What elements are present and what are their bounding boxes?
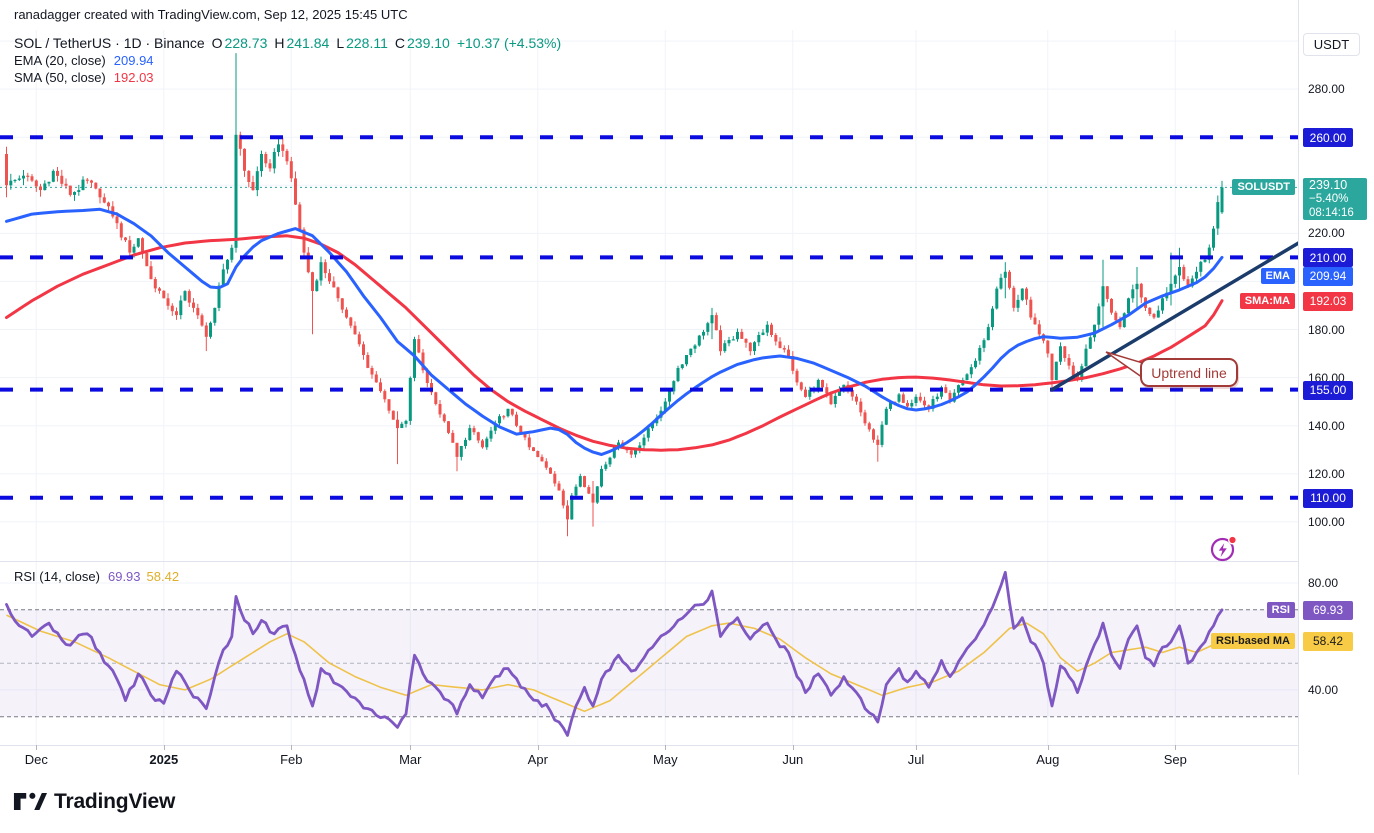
- price-scale-axis[interactable]: 280.00220.00200.00180.00160.00140.00120.…: [1298, 0, 1374, 775]
- ohlc-value: 228.11: [346, 35, 388, 51]
- ohlc-value: 239.10: [407, 35, 450, 51]
- sma-value: 192.03: [113, 70, 154, 85]
- attribution-text: ranadagger created with TradingView.com,…: [14, 7, 408, 22]
- ohlc-key: O: [211, 35, 223, 51]
- time-axis-tick: [916, 745, 917, 750]
- uptrend-trendline[interactable]: [1050, 241, 1298, 392]
- ema-label: EMA (20, close): [14, 53, 106, 68]
- time-tick-label: Feb: [280, 752, 303, 767]
- level-price-badge: 260.00: [1303, 128, 1353, 148]
- price-tick-label: 280.00: [1308, 82, 1345, 97]
- last-price-badge: 239.10 −5.40% 08:14:16: [1303, 178, 1367, 221]
- time-axis-tick: [1175, 745, 1177, 750]
- lightning-ideas-icon[interactable]: [1208, 533, 1239, 564]
- ema-series-tag: EMA: [1260, 267, 1295, 284]
- tradingview-logo-icon: [13, 788, 47, 815]
- rsi-pane[interactable]: [0, 562, 1298, 745]
- time-tick-label: Aug: [1036, 752, 1060, 767]
- time-axis-tick: [36, 745, 38, 750]
- symbol-legend-row[interactable]: SOL / TetherUS · 1D · Binance O 228.73 H 241…: [14, 35, 561, 51]
- pane-separator[interactable]: [0, 561, 1374, 562]
- time-tick-label: Mar: [399, 752, 422, 767]
- ohlc-key: L: [336, 35, 345, 51]
- time-tick-label: May: [653, 752, 678, 767]
- rsi-line[interactable]: [5, 570, 1224, 737]
- ema-value: 209.94: [113, 53, 154, 68]
- ohlc-values: O 228.73 H 241.84 L 228.11 C 239.10: [205, 35, 450, 51]
- level-price-badge: 210.00: [1303, 248, 1353, 268]
- callout-label: Uptrend line: [1151, 364, 1227, 381]
- sma-value-badge: 192.03: [1303, 291, 1353, 311]
- ema-line[interactable]: [5, 207, 1224, 456]
- time-axis-tick: [291, 745, 293, 750]
- rsi-ma-line[interactable]: [6, 614, 1223, 713]
- ohlc-value: 228.73: [224, 35, 268, 51]
- rsi-ma-value-badge: 58.42: [1303, 631, 1353, 651]
- time-axis-tick: [410, 745, 412, 750]
- ohlc-value: 241.84: [286, 35, 330, 51]
- rsi-ma-series-tag: RSI-based MA: [1211, 632, 1295, 649]
- currency-unit-button[interactable]: USDT: [1303, 33, 1360, 56]
- candlestick-series: [5, 53, 1224, 537]
- level-price-badge: 155.00: [1303, 380, 1353, 400]
- sma-label: SMA (50, close): [14, 70, 106, 85]
- price-tick-label: 100.00: [1308, 514, 1345, 529]
- rsi-legend-row[interactable]: RSI (14, close) 69.93 58.42: [14, 569, 179, 584]
- time-tick-label: 2025: [149, 752, 179, 767]
- time-tick-label: Jun: [782, 752, 804, 767]
- time-axis-tick: [163, 745, 165, 750]
- time-scale-axis[interactable]: Dec 2025 Feb Mar Apr May Jun Jul Aug Sep: [0, 745, 1374, 775]
- price-tick-label: 120.00: [1308, 466, 1345, 481]
- ohlc-key: H: [274, 35, 285, 51]
- sma-series-tag: SMA:MA: [1239, 292, 1295, 309]
- time-axis-tick: [537, 745, 539, 750]
- rsi-label: RSI (14, close): [14, 569, 100, 584]
- ema-value-badge: 209.94: [1303, 266, 1353, 286]
- time-axis-tick: [665, 745, 667, 750]
- time-tick-label: Dec: [24, 752, 48, 767]
- tradingview-logo[interactable]: TradingView: [13, 788, 175, 815]
- time-tick-label: Apr: [527, 752, 548, 767]
- level-price-badge: 110.00: [1303, 488, 1353, 508]
- rsi-value-badge: 69.93: [1303, 600, 1353, 620]
- ohlc-key: C: [394, 35, 406, 51]
- symbol-series-tag: SOLUSDT: [1232, 179, 1295, 196]
- rsi-series-tag: RSI: [1266, 601, 1295, 618]
- price-tick-label: 220.00: [1308, 226, 1345, 241]
- rsi-value: 69.93: [107, 569, 141, 584]
- change-value: +10.37 (+4.53%): [456, 35, 562, 51]
- time-tick-label: Sep: [1163, 752, 1187, 767]
- sma-legend-row[interactable]: SMA (50, close) 192.03: [14, 70, 154, 85]
- tradingview-brand-text: TradingView: [54, 789, 176, 813]
- price-tick-label: 140.00: [1308, 418, 1345, 433]
- time-tick-label: Jul: [907, 752, 925, 767]
- time-axis-tick: [1047, 745, 1049, 750]
- uptrend-line-callout[interactable]: Uptrend line: [1140, 358, 1238, 387]
- ema-legend-row[interactable]: EMA (20, close) 209.94: [14, 53, 154, 68]
- rsi-tick-label: 40.00: [1308, 682, 1339, 697]
- price-tick-label: 180.00: [1308, 322, 1345, 337]
- rsi-tick-label: 80.00: [1308, 575, 1339, 590]
- time-axis-separator: [0, 745, 1374, 746]
- sma-line[interactable]: [5, 234, 1224, 452]
- symbol-title: SOL / TetherUS · 1D · Binance: [14, 35, 205, 51]
- rsi-ma-value: 58.42: [146, 569, 180, 584]
- price-pane[interactable]: [0, 30, 1298, 561]
- time-axis-tick: [792, 745, 794, 750]
